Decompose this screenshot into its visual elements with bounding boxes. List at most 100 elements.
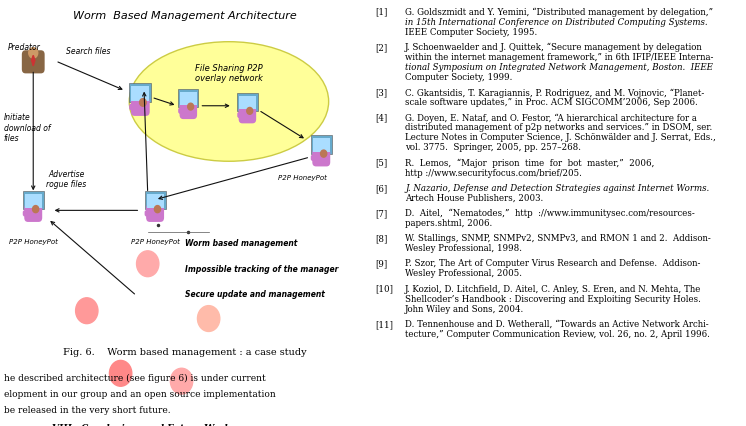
Text: Fig. 6.    Worm based management : a case study: Fig. 6. Worm based management : a case s… [63,347,307,356]
FancyBboxPatch shape [146,194,163,208]
Text: within the internet management framework,” in 6th IFIP/IEEE Interna-: within the internet management framework… [405,53,713,62]
Text: C. Gkantsidis, T. Karagiannis, P. Rodriguez, and M. Vojnovic, “Planet-: C. Gkantsidis, T. Karagiannis, P. Rodrig… [405,88,704,97]
Text: http ://www.securityfocus.com/brief/205.: http ://www.securityfocus.com/brief/205. [405,168,582,177]
Text: J. Koziol, D. Litchfield, D. Aitel, C. Anley, S. Eren, and N. Mehta, The: J. Koziol, D. Litchfield, D. Aitel, C. A… [405,284,701,293]
Text: W. Stallings, SNMP, SNMPv2, SNMPv3, and RMON 1 and 2.  Addison-: W. Stallings, SNMP, SNMPv2, SNMPv3, and … [405,233,711,243]
FancyBboxPatch shape [31,206,36,210]
FancyBboxPatch shape [239,97,256,110]
Text: be released in the very short future.: be released in the very short future. [4,405,170,414]
Text: [6]: [6] [375,184,387,193]
FancyBboxPatch shape [319,151,324,154]
Text: [1]: [1] [375,8,387,17]
Text: Wesley Professional, 2005.: Wesley Professional, 2005. [405,269,522,278]
FancyBboxPatch shape [239,106,256,124]
Circle shape [170,368,192,394]
Text: Search files: Search files [66,46,111,55]
FancyBboxPatch shape [129,104,137,111]
FancyBboxPatch shape [131,87,149,101]
Text: P2P HoneyPot: P2P HoneyPot [278,175,327,181]
Text: R.  Lemos,  “Major  prison  time  for  bot  master,”  2006,: R. Lemos, “Major prison time for bot mas… [405,158,654,167]
Text: J. Schoenwaelder and J. Quittek, “Secure management by delegation: J. Schoenwaelder and J. Quittek, “Secure… [405,43,703,52]
Circle shape [75,298,98,324]
Text: Artech House Publishers, 2003.: Artech House Publishers, 2003. [405,193,543,202]
Text: tional Symposium on Integrated Network Management, Boston.  IEEE: tional Symposium on Integrated Network M… [405,63,713,72]
FancyBboxPatch shape [180,102,197,120]
Text: VIII.  Conclusions and Future Work: VIII. Conclusions and Future Work [51,423,231,426]
Text: Secure update and management: Secure update and management [185,290,325,299]
Circle shape [137,251,159,277]
Circle shape [33,206,39,213]
Circle shape [247,108,253,115]
Circle shape [188,104,194,111]
Text: Worm  Based Management Architecture: Worm Based Management Architecture [73,11,296,20]
FancyBboxPatch shape [145,191,166,210]
Text: in 15th International Conference on Distributed Computing Systems.: in 15th International Conference on Dist… [405,17,708,27]
Text: [9]: [9] [375,259,387,268]
FancyBboxPatch shape [237,112,245,119]
Text: Impossible tracking of the manager: Impossible tracking of the manager [185,264,338,273]
Text: [2]: [2] [375,43,387,52]
Text: Computer Society, 1999.: Computer Society, 1999. [405,73,513,82]
Text: Wesley Professional, 1998.: Wesley Professional, 1998. [405,244,522,253]
Text: D.  Aitel,  “Nematodes,”  http  ://www.immunitysec.com/resources-: D. Aitel, “Nematodes,” http ://www.immun… [405,208,695,218]
Polygon shape [31,56,35,67]
Circle shape [140,99,146,107]
Text: Worm based management: Worm based management [185,239,297,248]
FancyBboxPatch shape [22,191,44,210]
FancyBboxPatch shape [137,100,143,103]
Circle shape [198,306,220,332]
Text: File Sharing P2P
overlay network: File Sharing P2P overlay network [195,64,263,83]
Text: [11]: [11] [375,319,393,328]
FancyBboxPatch shape [129,83,151,103]
Text: P2P HoneyPot: P2P HoneyPot [9,239,57,245]
Text: D. Tennenhouse and D. Wetherall, “Towards an Active Network Archi-: D. Tennenhouse and D. Wetherall, “Toward… [405,319,709,328]
Text: [10]: [10] [375,284,393,293]
Text: [5]: [5] [375,158,387,167]
Text: [4]: [4] [375,113,387,122]
Circle shape [321,151,327,158]
FancyBboxPatch shape [311,136,332,154]
FancyBboxPatch shape [186,104,191,107]
Text: vol. 3775.  Springer, 2005, pp. 257–268.: vol. 3775. Springer, 2005, pp. 257–268. [405,143,581,152]
FancyBboxPatch shape [237,94,257,112]
Circle shape [154,206,160,213]
Text: John Wiley and Sons, 2004.: John Wiley and Sons, 2004. [405,304,524,313]
Text: Advertise
rogue files: Advertise rogue files [46,169,87,189]
FancyBboxPatch shape [25,204,43,222]
Text: [8]: [8] [375,233,387,243]
Text: distributed management of p2p networks and services.” in DSOM, ser.: distributed management of p2p networks a… [405,123,712,132]
Text: G. Goldszmidt and Y. Yemini, “Distributed management by delegation,”: G. Goldszmidt and Y. Yemini, “Distribute… [405,8,713,17]
FancyBboxPatch shape [313,149,330,167]
Text: P2P HoneyPot: P2P HoneyPot [131,239,180,245]
Circle shape [29,49,38,59]
Ellipse shape [129,43,329,162]
Text: [7]: [7] [375,208,387,218]
FancyBboxPatch shape [245,108,250,112]
Text: Predator: Predator [7,43,40,52]
FancyBboxPatch shape [146,204,164,222]
Text: elopment in our group and an open source implementation: elopment in our group and an open source… [4,389,275,398]
FancyBboxPatch shape [311,155,319,161]
FancyBboxPatch shape [22,51,45,74]
Text: P. Szor, The Art of Computer Virus Research and Defense.  Addison-: P. Szor, The Art of Computer Virus Resea… [405,259,700,268]
FancyBboxPatch shape [145,211,153,217]
Text: Lecture Notes in Computer Science, J. Schönwälder and J. Serrat, Eds.,: Lecture Notes in Computer Science, J. Sc… [405,133,716,142]
Text: G. Doyen, E. Nataf, and O. Festor, “A hierarchical architecture for a: G. Doyen, E. Nataf, and O. Festor, “A hi… [405,113,697,122]
FancyBboxPatch shape [152,206,157,210]
FancyBboxPatch shape [178,108,186,115]
FancyBboxPatch shape [313,139,330,153]
Text: [3]: [3] [375,88,387,97]
FancyBboxPatch shape [178,89,198,107]
Text: he described architecture (see figure 6) is under current: he described architecture (see figure 6)… [4,373,266,382]
Text: J. Nazario, Defense and Detection Strategies against Internet Worms.: J. Nazario, Defense and Detection Strate… [405,184,709,193]
FancyBboxPatch shape [131,98,150,117]
Text: IEEE Computer Society, 1995.: IEEE Computer Society, 1995. [405,28,537,37]
Text: tecture,” Computer Communication Review, vol. 26, no. 2, April 1996.: tecture,” Computer Communication Review,… [405,329,710,338]
Text: Initiate
download of
files: Initiate download of files [4,113,50,143]
FancyBboxPatch shape [25,194,42,208]
Text: Shellcoder’s Handbook : Discovering and Exploiting Security Holes.: Shellcoder’s Handbook : Discovering and … [405,294,701,303]
FancyBboxPatch shape [22,211,31,217]
Text: scale software updates,” in Proc. ACM SIGCOMM’2006, Sep 2006.: scale software updates,” in Proc. ACM SI… [405,98,698,107]
Circle shape [110,360,132,386]
Text: papers.shtml, 2006.: papers.shtml, 2006. [405,219,492,227]
